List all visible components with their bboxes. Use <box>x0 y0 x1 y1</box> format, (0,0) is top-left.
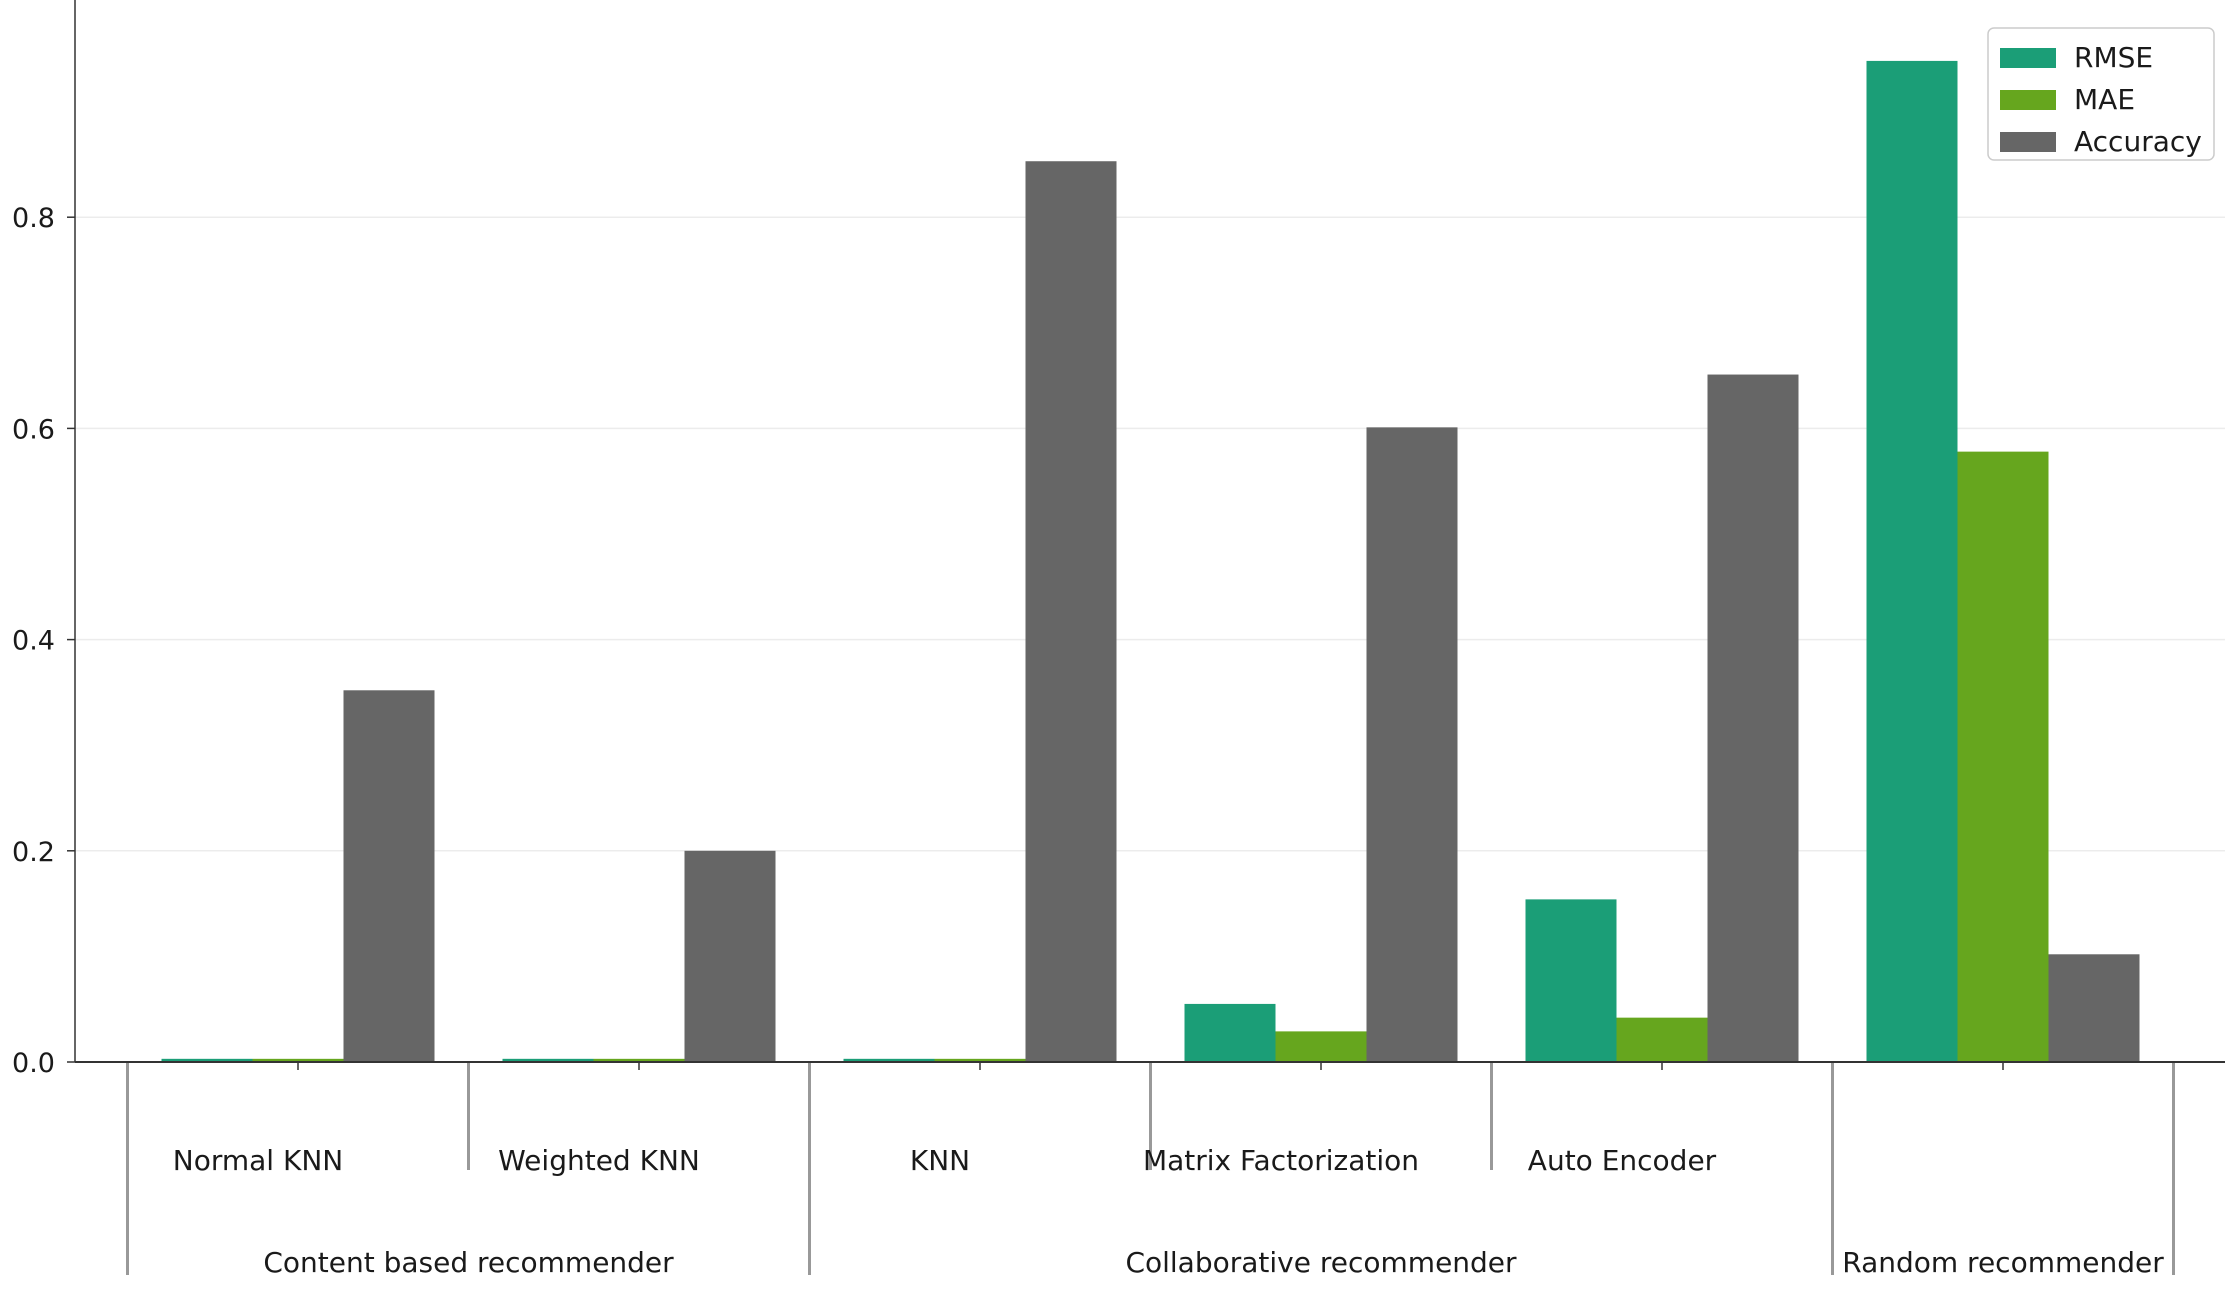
x-category-labels: Normal KNN Weighted KNN KNN Matrix Factoriz… <box>173 1144 2164 1279</box>
y-tick-label: 0.2 <box>12 837 55 868</box>
x-category-label: Matrix Factorization <box>1143 1144 1419 1177</box>
legend-swatch-rmse <box>2000 48 2056 68</box>
x-group-label: Random recommender <box>1842 1246 2164 1279</box>
legend[interactable]: RMSE MAE Accuracy <box>1987 27 2215 161</box>
y-tick-label: 0.0 <box>12 1048 55 1079</box>
x-category-label: KNN <box>910 1144 970 1177</box>
x-group-label: Content based recommender <box>263 1246 674 1279</box>
bar-rmse-random <box>1866 60 1958 1063</box>
bar-rmse-normal-knn <box>161 1058 253 1062</box>
bar-mae-matrix-factorization <box>1275 1031 1367 1062</box>
y-tick-label: 0.8 <box>12 203 55 234</box>
bar-mae-auto-encoder <box>1616 1017 1708 1062</box>
bar-accuracy-random <box>2048 954 2140 1062</box>
bar-accuracy-knn <box>1025 161 1117 1062</box>
bar-rmse-matrix-factorization <box>1184 1003 1276 1062</box>
legend-label-mae: MAE <box>2074 83 2135 116</box>
bars <box>161 60 2140 1063</box>
bar-mae-knn <box>934 1058 1026 1062</box>
bar-accuracy-auto-encoder <box>1707 374 1799 1062</box>
bar-rmse-auto-encoder <box>1525 899 1617 1062</box>
axes <box>74 0 2225 1275</box>
legend-swatch-accuracy <box>2000 132 2056 152</box>
bar-rmse-weighted-knn <box>502 1058 594 1062</box>
x-category-label: Normal KNN <box>173 1144 343 1177</box>
y-tick-label: 0.4 <box>12 626 55 657</box>
legend-swatch-mae <box>2000 90 2056 110</box>
x-category-label: Auto Encoder <box>1528 1144 1717 1177</box>
bar-accuracy-normal-knn <box>343 690 435 1062</box>
y-ticks: 0.0 0.2 0.4 0.6 0.8 <box>12 203 75 1079</box>
legend-label-rmse: RMSE <box>2074 41 2153 74</box>
y-tick-label: 0.6 <box>12 414 55 445</box>
bar-mae-normal-knn <box>252 1058 344 1062</box>
legend-label-accuracy: Accuracy <box>2074 125 2202 158</box>
x-category-label: Weighted KNN <box>498 1144 700 1177</box>
bar-rmse-knn <box>843 1058 935 1062</box>
bar-mae-random <box>1957 451 2049 1063</box>
bar-accuracy-weighted-knn <box>684 850 776 1062</box>
bar-accuracy-matrix-factorization <box>1366 427 1458 1062</box>
bar-mae-weighted-knn <box>593 1058 685 1062</box>
x-group-label: Collaborative recommender <box>1125 1246 1517 1279</box>
